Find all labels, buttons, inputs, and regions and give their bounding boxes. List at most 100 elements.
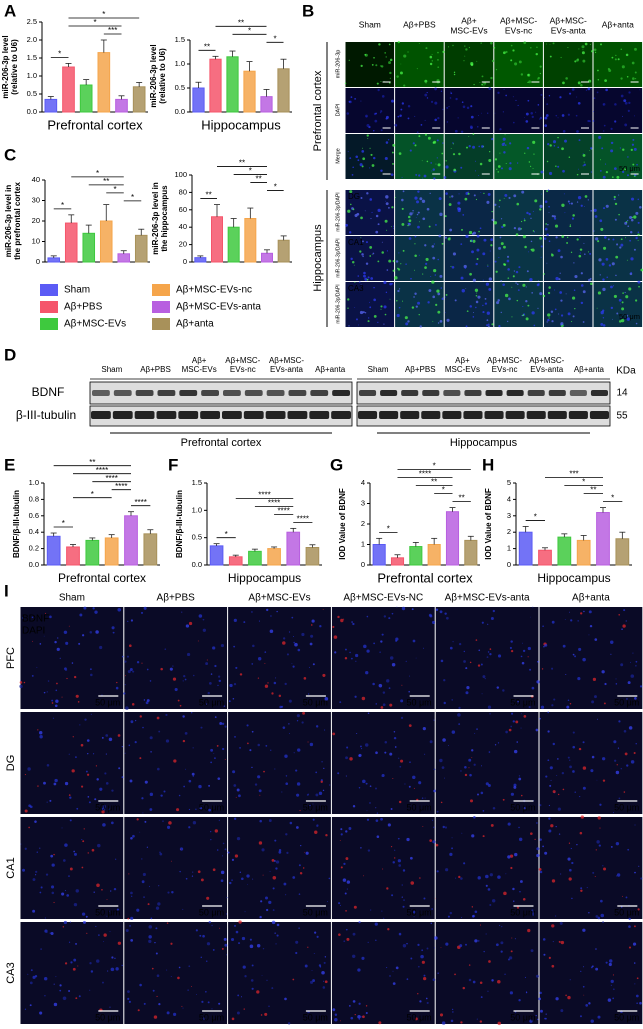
micrograph-texture bbox=[400, 263, 402, 265]
micrograph-texture bbox=[148, 935, 152, 939]
micrograph-texture bbox=[501, 143, 505, 146]
micrograph-texture bbox=[478, 649, 481, 652]
micrograph-texture bbox=[362, 255, 364, 258]
micrograph-texture bbox=[523, 715, 527, 718]
micrograph-texture bbox=[396, 300, 398, 302]
micrograph-texture bbox=[75, 694, 79, 698]
micrograph-texture bbox=[44, 612, 47, 614]
micrograph-texture bbox=[619, 246, 622, 249]
micrograph-texture bbox=[455, 877, 457, 879]
bar bbox=[209, 58, 222, 113]
micrograph-texture bbox=[530, 217, 532, 219]
micrograph-texture bbox=[600, 899, 603, 903]
micrograph-texture bbox=[256, 944, 261, 948]
micrograph-texture bbox=[364, 743, 369, 747]
micrograph-texture bbox=[357, 968, 361, 972]
micrograph-texture bbox=[510, 792, 515, 796]
micrograph-texture bbox=[266, 979, 268, 981]
micrograph-texture bbox=[548, 95, 551, 97]
micrograph-texture bbox=[573, 262, 575, 264]
micrograph-texture bbox=[593, 48, 597, 52]
micrograph-texture bbox=[600, 227, 604, 231]
micrograph-texture bbox=[431, 620, 436, 624]
micrograph-texture bbox=[284, 997, 287, 1001]
micrograph-texture bbox=[596, 779, 598, 781]
micrograph-texture bbox=[404, 316, 408, 320]
micrograph-texture bbox=[319, 625, 322, 628]
micrograph-texture bbox=[94, 610, 98, 614]
micrograph-texture bbox=[518, 266, 521, 269]
micrograph-texture bbox=[438, 234, 442, 238]
micrograph-texture bbox=[299, 871, 303, 875]
micrograph-texture bbox=[424, 244, 427, 247]
micrograph-texture bbox=[433, 177, 436, 180]
micrograph-texture bbox=[339, 701, 342, 704]
micrograph-texture bbox=[309, 666, 311, 668]
micrograph-texture bbox=[636, 1002, 638, 1004]
micrograph-texture bbox=[598, 258, 602, 262]
micrograph-texture bbox=[482, 835, 485, 838]
micrograph-texture bbox=[173, 759, 177, 763]
micrograph-texture bbox=[587, 251, 590, 253]
micrograph bbox=[345, 282, 395, 327]
micrograph-texture bbox=[597, 1015, 601, 1019]
micrograph-texture bbox=[616, 875, 617, 877]
micrograph-texture bbox=[453, 73, 456, 76]
micrograph-texture bbox=[235, 796, 237, 798]
micrograph-texture bbox=[81, 838, 83, 841]
micrograph-texture bbox=[51, 891, 55, 895]
micrograph-texture bbox=[391, 612, 394, 615]
micrograph-texture bbox=[167, 891, 170, 894]
micrograph-texture bbox=[470, 115, 474, 119]
micrograph-texture bbox=[538, 867, 542, 871]
micrograph-texture bbox=[548, 317, 550, 319]
micrograph-texture bbox=[287, 1022, 291, 1025]
channel-label: Merge bbox=[335, 148, 341, 164]
micrograph-texture bbox=[373, 156, 376, 160]
micrograph-texture bbox=[515, 1011, 517, 1013]
bar bbox=[615, 538, 630, 566]
micrograph-texture bbox=[296, 720, 299, 722]
micrograph-texture bbox=[576, 173, 579, 176]
micrograph-texture bbox=[232, 770, 236, 774]
micrograph-texture bbox=[357, 275, 360, 277]
micrograph-texture bbox=[183, 675, 186, 678]
micrograph-texture bbox=[293, 636, 294, 638]
micrograph-texture bbox=[499, 236, 502, 239]
micrograph-texture bbox=[503, 151, 506, 154]
micrograph-texture bbox=[376, 835, 380, 838]
micrograph-texture bbox=[577, 195, 582, 200]
bar bbox=[596, 512, 610, 566]
scale-bar-label: 50 μm bbox=[303, 697, 328, 707]
micrograph-texture bbox=[432, 826, 435, 829]
micrograph-texture bbox=[363, 875, 365, 877]
micrograph-texture bbox=[482, 311, 485, 314]
micrograph-texture bbox=[560, 873, 562, 875]
blot-band bbox=[201, 390, 219, 396]
micrograph-texture bbox=[191, 712, 193, 714]
micrograph-texture bbox=[603, 130, 605, 132]
micrograph-texture bbox=[29, 805, 33, 809]
micrograph-texture bbox=[458, 723, 461, 725]
micrograph-texture bbox=[279, 705, 282, 709]
micrograph-texture bbox=[421, 199, 426, 203]
micrograph-texture bbox=[366, 615, 369, 618]
micrograph-texture bbox=[497, 91, 500, 95]
micrograph-texture bbox=[432, 295, 436, 299]
micrograph-texture bbox=[554, 915, 557, 917]
micrograph-texture bbox=[95, 765, 98, 767]
micrograph-texture bbox=[601, 262, 605, 266]
micrograph-texture bbox=[622, 895, 623, 897]
micrograph-texture bbox=[605, 204, 609, 208]
micrograph-texture bbox=[600, 913, 605, 918]
micrograph-texture bbox=[594, 215, 598, 218]
micrograph-texture bbox=[465, 667, 468, 670]
micrograph-texture bbox=[112, 631, 115, 634]
micrograph-texture bbox=[309, 742, 314, 747]
bar bbox=[260, 96, 273, 113]
micrograph-texture bbox=[384, 740, 388, 744]
micrograph-texture bbox=[81, 634, 85, 637]
micrograph-texture bbox=[345, 775, 347, 777]
micrograph-texture bbox=[604, 682, 607, 686]
micrograph-texture bbox=[366, 649, 370, 653]
